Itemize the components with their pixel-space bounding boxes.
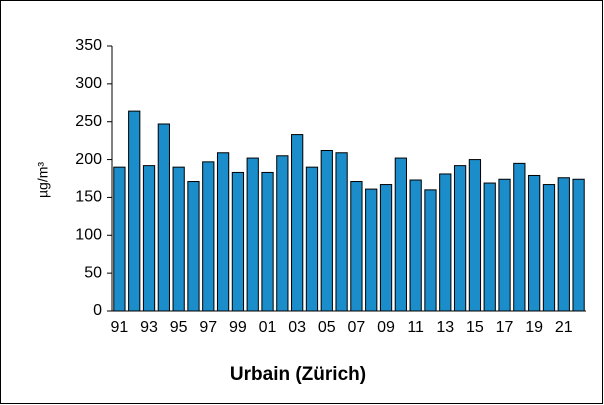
bar xyxy=(528,174,541,312)
bar xyxy=(113,166,126,312)
x-tick-label: 21 xyxy=(555,319,573,336)
x-tick-label: 91 xyxy=(111,319,129,336)
x-tick-label: 13 xyxy=(436,319,454,336)
bar xyxy=(231,171,245,312)
bar xyxy=(572,178,585,312)
y-tick-label: 200 xyxy=(75,151,102,168)
bar xyxy=(276,155,289,312)
y-tick-label: 250 xyxy=(75,113,102,130)
x-tick-label: 97 xyxy=(199,319,217,336)
bar xyxy=(320,149,333,312)
bar xyxy=(409,179,422,312)
bar xyxy=(350,181,363,312)
bar xyxy=(291,134,304,312)
x-tick-label: 15 xyxy=(466,319,484,336)
x-tick-label: 01 xyxy=(259,319,277,336)
x-tick-label: 11 xyxy=(407,319,424,336)
x-tick-label: 07 xyxy=(348,319,366,336)
y-tick-label: 100 xyxy=(75,227,102,244)
bar xyxy=(557,177,570,312)
bar xyxy=(246,157,259,312)
bar xyxy=(365,188,378,312)
y-tick-label: 300 xyxy=(75,75,102,92)
bar xyxy=(424,189,437,312)
bar xyxy=(261,171,274,312)
x-tick-label: 03 xyxy=(288,319,306,336)
bar xyxy=(513,162,526,312)
x-tick-label: 19 xyxy=(525,319,543,336)
bar xyxy=(439,173,452,312)
bar xyxy=(305,166,319,312)
bar xyxy=(172,166,185,312)
chart-title: Urbain (Zürich) xyxy=(230,364,366,385)
x-tick-label: 93 xyxy=(140,319,158,336)
x-tick-label: 09 xyxy=(377,319,395,336)
bar xyxy=(216,152,230,312)
bar xyxy=(453,165,467,312)
bar xyxy=(335,152,348,312)
bar xyxy=(394,157,407,312)
x-tick-label: 05 xyxy=(318,319,336,336)
bar xyxy=(483,182,496,312)
y-tick-label: 350 xyxy=(75,37,102,54)
bar xyxy=(468,159,482,312)
bar xyxy=(498,178,511,312)
bar xyxy=(542,184,556,312)
y-axis-label: µg/m³ xyxy=(35,162,51,198)
bar xyxy=(142,165,156,312)
bar xyxy=(379,184,393,312)
y-tick-label: 0 xyxy=(93,302,102,319)
x-tick-label: 95 xyxy=(170,319,188,336)
x-tick-label: 99 xyxy=(229,319,247,336)
y-tick-label: 50 xyxy=(84,264,102,281)
bar xyxy=(157,123,170,312)
y-tick-label: 150 xyxy=(75,189,102,206)
bar xyxy=(128,110,141,312)
bar xyxy=(202,161,215,312)
x-tick-label: 17 xyxy=(496,319,514,336)
bar xyxy=(187,181,200,312)
